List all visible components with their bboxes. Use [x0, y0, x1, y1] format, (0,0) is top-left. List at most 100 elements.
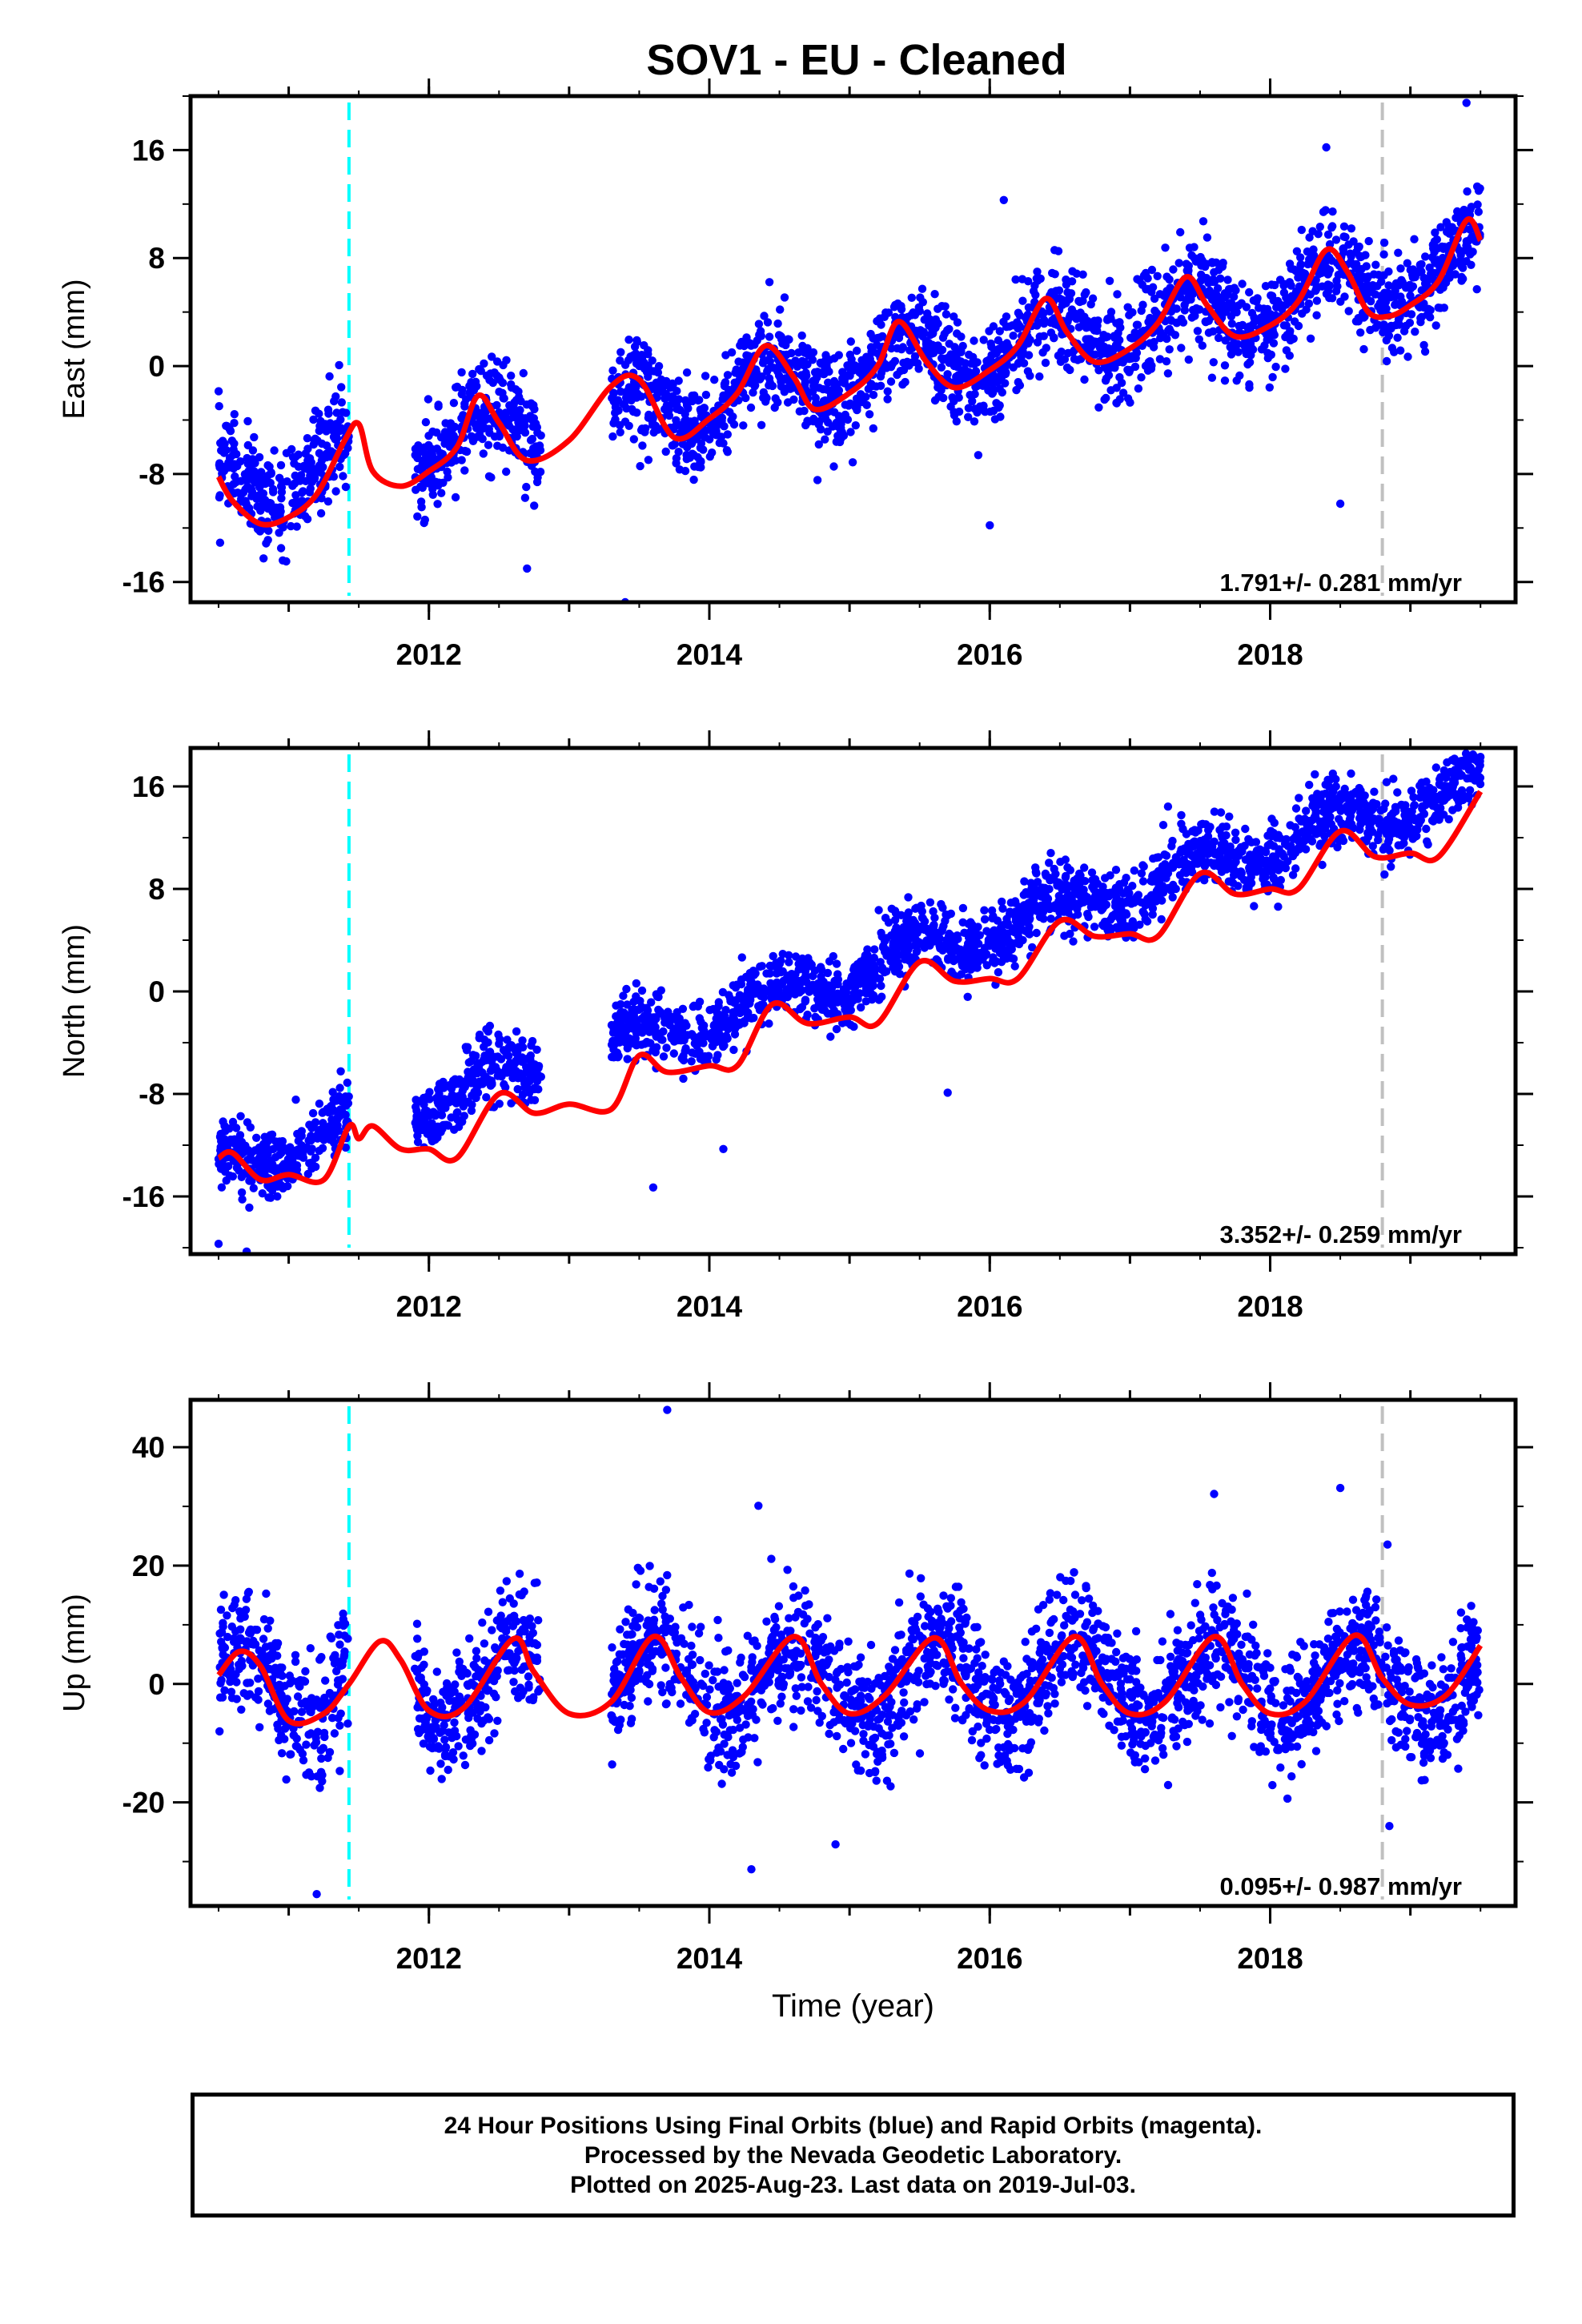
- data-point: [1460, 208, 1468, 217]
- data-point: [480, 359, 488, 368]
- data-point: [776, 305, 785, 314]
- data-point: [746, 403, 756, 412]
- data-point: [520, 493, 530, 502]
- data-point: [912, 326, 921, 336]
- data-point: [275, 473, 284, 482]
- data-point: [316, 509, 326, 518]
- data-point: [843, 415, 853, 424]
- data-point: [1239, 340, 1248, 349]
- data-point: [876, 381, 885, 390]
- data-point: [303, 434, 312, 443]
- data-point: [246, 1123, 255, 1132]
- data-point: [496, 1035, 504, 1043]
- data-point: [1291, 804, 1301, 813]
- data-point: [868, 381, 877, 391]
- data-point: [813, 476, 822, 485]
- data-point: [230, 419, 239, 428]
- data-point: [954, 407, 964, 416]
- data-point: [499, 360, 508, 370]
- data-point: [620, 400, 628, 408]
- data-point: [1294, 321, 1303, 331]
- data-point: [687, 1057, 696, 1066]
- data-point: [620, 360, 630, 369]
- data-point: [311, 406, 320, 415]
- data-point: [1207, 373, 1217, 382]
- data-point: [930, 913, 939, 923]
- data-point: [1042, 344, 1051, 352]
- data-point: [1302, 806, 1311, 815]
- data-point: [672, 416, 681, 424]
- data-point: [437, 489, 446, 497]
- y-tick-label: -8: [139, 458, 165, 491]
- data-point: [894, 962, 904, 971]
- data-point: [693, 1002, 702, 1011]
- data-point: [215, 538, 225, 547]
- data-point: [861, 392, 870, 401]
- data-point: [1218, 262, 1227, 271]
- data-point: [1090, 316, 1099, 325]
- data-point: [488, 352, 496, 361]
- data-point: [484, 440, 493, 449]
- data-point: [1153, 271, 1162, 280]
- data-point: [803, 416, 812, 425]
- data-point: [882, 951, 891, 960]
- data-point: [862, 400, 871, 409]
- data-point: [609, 1045, 618, 1054]
- data-point: [313, 436, 322, 445]
- data-point: [1202, 259, 1211, 268]
- data-point: [837, 428, 847, 436]
- data-point: [701, 390, 711, 400]
- data-point: [241, 497, 250, 505]
- data-point: [1247, 351, 1255, 360]
- data-point: [682, 455, 691, 464]
- data-point: [1399, 327, 1409, 336]
- data-point: [1163, 802, 1173, 811]
- data-point: [259, 554, 268, 563]
- data-point: [915, 307, 925, 316]
- data-point: [243, 416, 252, 426]
- data-point: [736, 1008, 745, 1018]
- data-point: [344, 1092, 353, 1101]
- data-point: [1299, 268, 1307, 277]
- data-point: [451, 493, 460, 502]
- data-point: [528, 434, 537, 444]
- data-point: [1094, 403, 1103, 412]
- data-point: [1011, 275, 1020, 284]
- data-point: [624, 421, 633, 430]
- data-point: [826, 1032, 835, 1041]
- data-point: [267, 1135, 276, 1144]
- data-point: [485, 376, 494, 384]
- data-point: [490, 432, 500, 441]
- data-point: [750, 340, 759, 349]
- data-point: [632, 979, 640, 988]
- data-point: [688, 396, 697, 406]
- data-point: [1061, 873, 1070, 883]
- data-point: [1177, 810, 1186, 820]
- data-point: [1220, 838, 1229, 848]
- data-point: [729, 981, 737, 990]
- data-point: [307, 458, 315, 467]
- data-point: [1146, 313, 1154, 323]
- data-point: [1362, 262, 1371, 271]
- data-point: [611, 399, 620, 408]
- data-point: [452, 382, 462, 392]
- data-point: [435, 1080, 444, 1088]
- data-point: [773, 319, 782, 328]
- data-point: [998, 897, 1006, 907]
- data-point: [1394, 248, 1403, 257]
- data-point: [1106, 312, 1115, 322]
- data-point: [989, 384, 998, 393]
- data-point: [528, 451, 538, 460]
- data-point: [416, 482, 425, 491]
- data-point: [869, 424, 878, 433]
- data-point: [934, 319, 942, 328]
- data-point: [1403, 259, 1412, 267]
- data-point: [1367, 806, 1376, 815]
- data-point: [646, 1039, 655, 1047]
- data-point: [315, 1100, 324, 1108]
- data-point: [434, 400, 443, 409]
- data-point: [622, 984, 631, 994]
- data-point: [1269, 339, 1279, 348]
- data-point: [1382, 356, 1391, 366]
- data-point: [1111, 866, 1121, 875]
